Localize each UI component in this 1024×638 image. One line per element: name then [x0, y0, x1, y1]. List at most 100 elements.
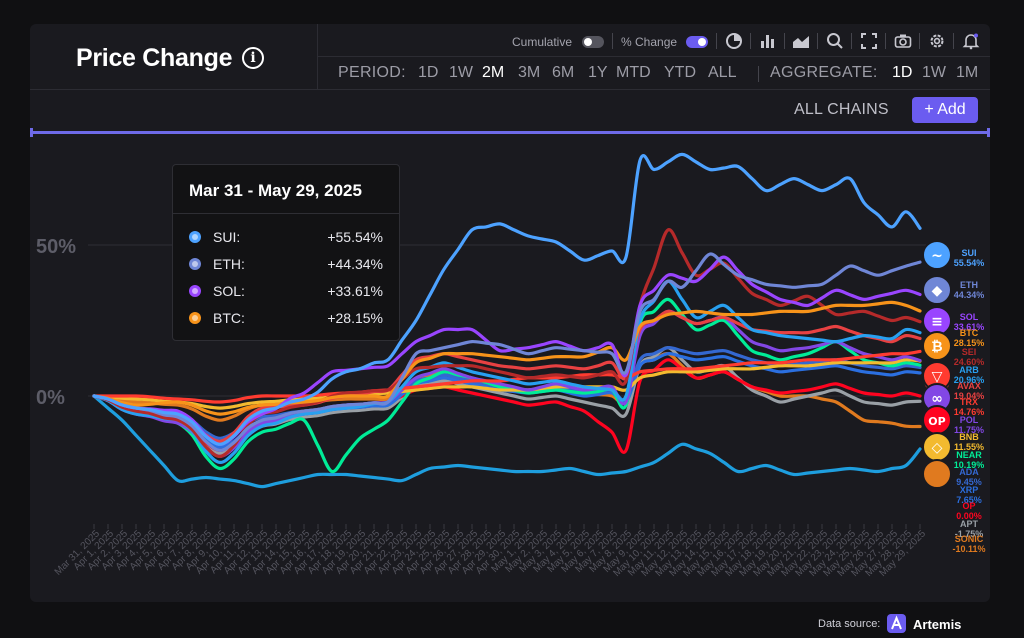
end-label-sonic: SONIC-10.11%	[952, 534, 985, 554]
svg-text:≡: ≡	[931, 314, 943, 330]
fullscreen-icon[interactable]	[860, 32, 878, 50]
bar-chart-icon[interactable]	[759, 32, 777, 50]
svg-text:~: ~	[931, 248, 943, 264]
aggregate-option[interactable]: 1M	[956, 64, 979, 81]
camera-icon[interactable]	[894, 32, 912, 50]
op-icon: OP	[922, 405, 952, 435]
period-option[interactable]: YTD	[664, 64, 696, 81]
pie-chart-icon[interactable]	[725, 32, 743, 50]
series-line-ton[interactable]	[92, 394, 922, 489]
all-chains-filter[interactable]: ALL CHAINS	[794, 101, 889, 118]
settings-icon[interactable]	[928, 32, 946, 50]
series-line-bnb[interactable]	[92, 358, 922, 410]
tooltip-series-name: SUI:	[213, 229, 241, 245]
series-line-arb[interactable]	[92, 279, 922, 464]
end-label-name: OP	[962, 501, 975, 511]
series-lines	[92, 152, 922, 489]
period-option[interactable]: 6M	[552, 64, 575, 81]
end-label-value: 0.00%	[956, 511, 982, 521]
svg-text:◇: ◇	[932, 440, 943, 456]
toolbar-divider	[953, 33, 954, 49]
svg-text:∞: ∞	[931, 391, 943, 407]
zoom-icon[interactable]	[826, 32, 844, 50]
period-label: PERIOD:	[338, 64, 406, 81]
end-label-value: 11.75%	[954, 425, 984, 435]
aggregate-option[interactable]: 1W	[922, 64, 946, 81]
eth-dot-icon	[189, 258, 201, 270]
period-option[interactable]: 1W	[449, 64, 473, 81]
end-label-name: APT	[960, 519, 979, 529]
toolbar-divider	[784, 33, 785, 49]
pct-change-label: % Change	[621, 35, 678, 49]
bell-icon[interactable]	[962, 32, 980, 50]
toolbar-divider	[817, 33, 818, 49]
series-line-sui[interactable]	[92, 152, 922, 446]
sui-dot-icon	[189, 231, 201, 243]
series-line-avax[interactable]	[92, 309, 922, 443]
end-label-name: SONIC	[955, 534, 984, 544]
tooltip-series-value: +33.61%	[327, 283, 383, 299]
header: Price Change i Cumulative % Change	[30, 24, 990, 90]
series-line-eth[interactable]	[92, 252, 922, 452]
svg-text:OP: OP	[928, 415, 945, 428]
period-option[interactable]: 1Y	[588, 64, 608, 81]
toolbar-divider	[716, 33, 717, 49]
info-icon[interactable]: i	[242, 47, 264, 69]
series-line-sei[interactable]	[92, 228, 922, 458]
svg-text:◆: ◆	[932, 283, 943, 299]
period-row: PERIOD: 1D 1W 2M 3M 6M 1Y MTD YTD ALL AG…	[318, 58, 990, 90]
tooltip-series-value: +44.34%	[327, 256, 383, 272]
series-line-btc[interactable]	[92, 300, 922, 416]
toolbar-divider	[612, 33, 613, 49]
btc-icon: ₿	[922, 331, 952, 361]
sui-icon: ~	[922, 240, 952, 270]
end-label-value: 10.19%	[954, 460, 985, 470]
btc-dot-icon	[189, 312, 201, 324]
svg-text:▽: ▽	[932, 369, 943, 385]
tooltip-row: SOL: +33.61%	[189, 281, 383, 301]
tooltip-row: BTC: +28.15%	[189, 308, 383, 328]
aggregate-label: AGGREGATE:	[770, 64, 878, 81]
end-label-name: ETH	[960, 280, 978, 290]
end-label-value: 14.76%	[954, 407, 985, 417]
cumulative-label: Cumulative	[512, 35, 573, 49]
data-source-name[interactable]: Artemis	[913, 617, 962, 632]
toolbar-divider	[885, 33, 886, 49]
chains-row: ALL CHAINS + Add	[30, 91, 990, 131]
aggregate-option[interactable]: 1D	[892, 64, 913, 81]
period-option[interactable]: 3M	[518, 64, 541, 81]
period-option[interactable]: 2M	[482, 64, 505, 81]
y-tick-label: 50%	[36, 236, 76, 258]
tooltip-series-name: SOL:	[213, 283, 245, 299]
period-option[interactable]: MTD	[616, 64, 651, 81]
period-option[interactable]: ALL	[708, 64, 737, 81]
end-label-name: ARB	[959, 365, 979, 375]
cumulative-toggle[interactable]	[582, 36, 604, 48]
end-label-value: -1.75%	[955, 529, 984, 539]
period-option[interactable]: 1D	[418, 64, 439, 81]
toolbar-divider	[750, 33, 751, 49]
end-label-value: 44.34%	[954, 290, 985, 300]
end-label-value: 28.15%	[954, 338, 985, 348]
period-divider	[758, 66, 759, 82]
area-chart-icon[interactable]	[792, 32, 810, 50]
pct-change-toggle[interactable]	[686, 36, 708, 48]
end-label-value: 9.45%	[956, 477, 982, 487]
sol-icon: ≡	[922, 306, 952, 336]
end-label-op: OP0.00%	[956, 501, 982, 521]
end-label-name: SEI	[962, 347, 977, 357]
svg-text:₿: ₿	[931, 339, 942, 355]
data-source-label: Data source:	[818, 618, 881, 630]
add-button[interactable]: + Add	[912, 97, 978, 123]
end-label-name: TRX	[960, 397, 978, 407]
toolbar-divider	[851, 33, 852, 49]
range-selector[interactable]	[30, 128, 990, 137]
